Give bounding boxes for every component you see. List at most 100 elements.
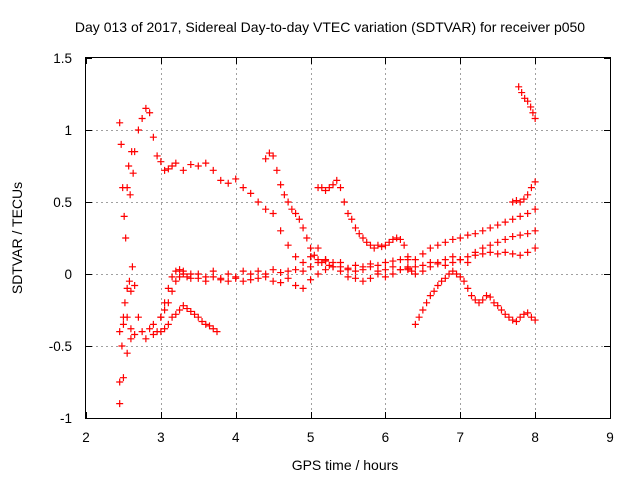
data-point — [404, 256, 412, 264]
data-point — [161, 166, 169, 174]
series-track-a — [116, 263, 139, 386]
data-point — [179, 267, 187, 275]
data-point — [269, 210, 277, 218]
data-point — [325, 261, 333, 269]
data-point — [134, 126, 142, 134]
data-point — [277, 269, 285, 277]
data-point — [479, 296, 487, 304]
data-point — [176, 306, 184, 314]
data-point — [314, 244, 322, 252]
data-point — [254, 267, 262, 275]
data-point — [374, 270, 382, 278]
data-point — [123, 184, 131, 192]
data-point — [129, 169, 137, 177]
data-point — [127, 325, 135, 333]
data-point — [202, 320, 210, 328]
data-point — [389, 263, 397, 271]
data-point — [486, 293, 494, 301]
data-point — [524, 191, 532, 199]
data-point — [434, 241, 442, 249]
data-point — [515, 83, 523, 91]
axis-ticks — [86, 58, 611, 419]
data-point — [486, 224, 494, 232]
data-point — [127, 287, 135, 295]
data-point — [509, 215, 517, 223]
data-point — [340, 198, 348, 206]
data-point — [415, 313, 423, 321]
data-point — [426, 292, 434, 300]
data-point — [509, 233, 517, 241]
data-point — [116, 400, 124, 408]
series-track-c — [131, 104, 412, 272]
data-point — [118, 342, 126, 350]
data-point — [179, 166, 187, 174]
data-point — [524, 309, 532, 317]
data-point — [524, 248, 532, 256]
data-point — [172, 267, 180, 275]
data-point — [164, 284, 172, 292]
data-point — [202, 159, 210, 167]
series-track-e — [314, 176, 416, 275]
data-point — [471, 230, 479, 238]
data-point — [119, 320, 127, 328]
data-point — [509, 316, 517, 324]
chart-title: Day 013 of 2017, Sidereal Day-to-day VTE… — [75, 19, 585, 35]
data-point — [516, 212, 524, 220]
data-point — [449, 253, 457, 261]
data-point — [438, 277, 446, 285]
data-point — [123, 349, 131, 357]
data-point — [138, 114, 146, 122]
data-point — [419, 250, 427, 258]
data-point — [520, 195, 528, 203]
data-point — [494, 238, 502, 246]
data-point — [131, 148, 139, 156]
data-point — [172, 277, 180, 285]
data-point — [520, 310, 528, 318]
data-point — [366, 241, 374, 249]
data-point — [142, 335, 150, 343]
data-point — [351, 267, 359, 275]
x-tick-label: 3 — [157, 430, 165, 445]
data-point — [299, 224, 307, 232]
data-point — [509, 198, 517, 206]
data-point — [116, 328, 124, 336]
data-point — [329, 181, 337, 189]
data-point — [146, 109, 154, 117]
data-point — [333, 176, 341, 184]
data-point — [295, 215, 303, 223]
y-axis-label: SDTVAR / TECUs — [9, 182, 25, 294]
data-point — [292, 253, 300, 261]
data-point — [157, 158, 165, 166]
data-point — [468, 292, 476, 300]
data-point — [344, 210, 352, 218]
data-point — [494, 221, 502, 229]
data-point — [374, 241, 382, 249]
data-point — [247, 189, 255, 197]
x-tick-label: 5 — [307, 430, 315, 445]
data-point — [299, 284, 307, 292]
data-point — [254, 274, 262, 282]
data-point — [187, 270, 195, 278]
data-point — [157, 328, 165, 336]
data-point — [322, 266, 330, 274]
data-point — [239, 277, 247, 285]
series-track-d — [262, 149, 333, 269]
data-point — [168, 162, 176, 170]
data-point — [411, 263, 419, 271]
data-point — [269, 266, 277, 274]
data-point — [239, 267, 247, 275]
data-point — [456, 256, 464, 264]
data-point — [531, 205, 539, 213]
data-point — [460, 277, 468, 285]
data-point — [176, 266, 184, 274]
data-point — [408, 267, 416, 275]
data-point — [411, 256, 419, 264]
data-point — [389, 270, 397, 278]
x-axis-label: GPS time / hours — [292, 457, 399, 473]
data-point — [224, 179, 232, 187]
data-point — [479, 227, 487, 235]
data-point — [490, 299, 498, 307]
data-point — [191, 310, 199, 318]
data-point — [471, 248, 479, 256]
data-point — [337, 184, 345, 192]
